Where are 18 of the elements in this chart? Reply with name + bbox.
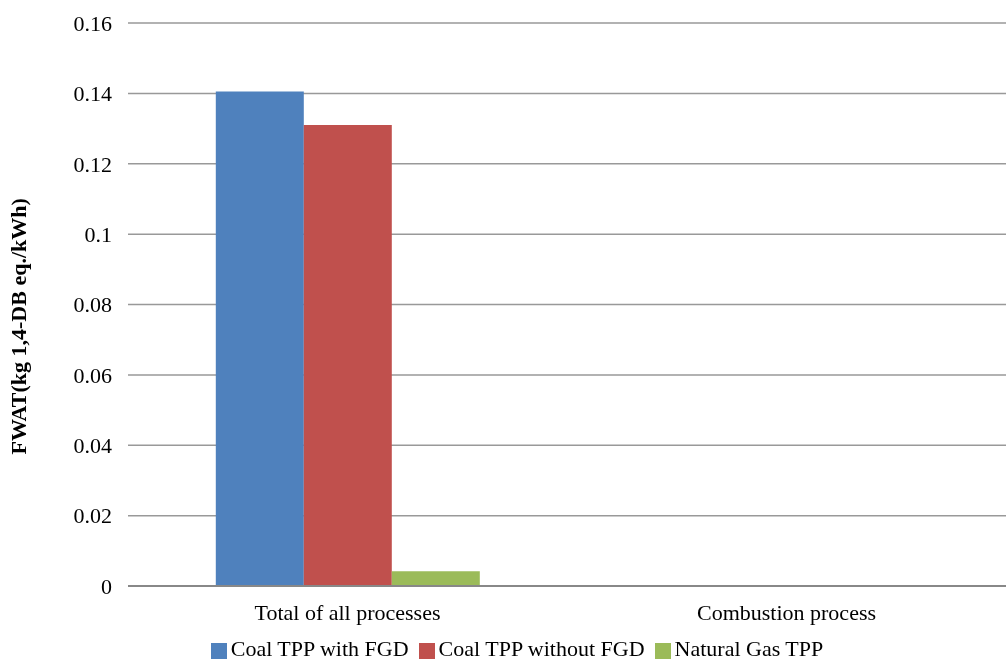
y-tick-label: 0.14	[73, 81, 112, 107]
y-tick-label: 0.02	[73, 503, 112, 529]
y-tick-label: 0.04	[73, 433, 112, 459]
legend-label: Coal TPP with FGD	[230, 636, 409, 661]
legend-label: Natural Gas TPP	[674, 636, 824, 661]
x-tick-label: Total of all processes	[254, 599, 441, 625]
bar	[303, 125, 392, 586]
x-tick-label: Combustion process	[696, 599, 877, 625]
y-tick-label: 0.1	[84, 221, 112, 247]
legend-label: Coal TPP without FGD	[438, 636, 645, 661]
y-axis-title: FWAT(kg 1,4-DB eq./kWh)	[5, 198, 31, 455]
y-tick-label: 0.08	[73, 292, 112, 318]
y-tick-label: 0.16	[73, 10, 112, 36]
bar	[215, 91, 304, 586]
bar	[391, 571, 480, 586]
y-tick-label: 0.06	[73, 362, 112, 388]
y-tick-label: 0.12	[73, 151, 112, 177]
y-tick-label: 0	[101, 573, 112, 599]
